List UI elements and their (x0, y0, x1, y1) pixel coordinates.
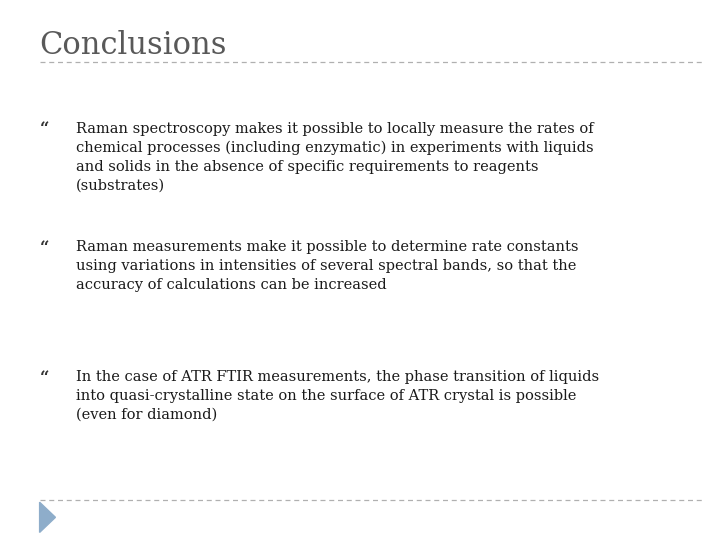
Text: Raman measurements make it possible to determine rate constants
using variations: Raman measurements make it possible to d… (76, 240, 578, 292)
Text: “: “ (40, 240, 49, 257)
Text: Raman spectroscopy makes it possible to locally measure the rates of
chemical pr: Raman spectroscopy makes it possible to … (76, 122, 593, 193)
Text: Conclusions: Conclusions (40, 30, 227, 60)
Polygon shape (40, 502, 55, 532)
Text: “: “ (40, 122, 49, 138)
Text: In the case of ATR FTIR measurements, the phase transition of liquids
into quasi: In the case of ATR FTIR measurements, th… (76, 370, 599, 422)
Text: “: “ (40, 370, 49, 387)
